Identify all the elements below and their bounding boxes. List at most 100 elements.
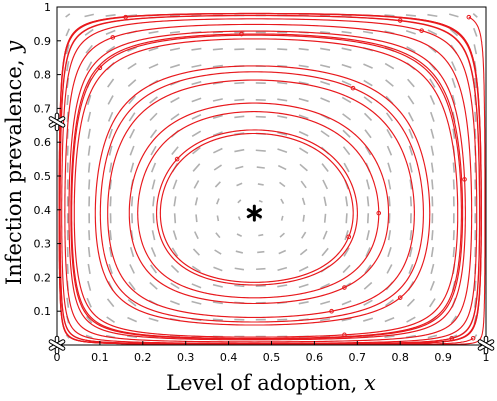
vector-field-arrow bbox=[87, 280, 92, 291]
vector-field-arrow bbox=[109, 179, 112, 190]
vector-field-arrow bbox=[149, 264, 158, 274]
vector-field-arrow bbox=[323, 196, 327, 207]
vector-field-arrow bbox=[258, 199, 263, 203]
vector-field-arrow bbox=[193, 231, 199, 240]
vector-field-arrow bbox=[385, 79, 394, 87]
vector-field-arrow bbox=[473, 334, 478, 339]
vector-field-arrow bbox=[302, 214, 305, 222]
vector-field-arrow bbox=[384, 335, 395, 338]
vector-field-arrow bbox=[387, 179, 392, 190]
vector-field-arrow bbox=[212, 81, 223, 85]
vector-field-arrow bbox=[385, 112, 394, 122]
vector-field-arrow bbox=[148, 47, 159, 52]
vector-field-arrow bbox=[86, 297, 92, 308]
vector-field-arrow bbox=[363, 79, 373, 87]
vector-field-arrow bbox=[451, 94, 456, 105]
vector-field-arrow bbox=[172, 179, 178, 190]
vector-field-arrow bbox=[170, 96, 180, 104]
vector-field-arrow bbox=[234, 115, 245, 119]
vector-field-arrow bbox=[342, 113, 352, 121]
vector-field-arrow bbox=[148, 30, 159, 34]
vector-field-arrow bbox=[234, 267, 245, 271]
vector-field-arrow bbox=[321, 247, 329, 257]
vector-field-arrow bbox=[256, 166, 265, 169]
vector-field-arrow bbox=[234, 98, 245, 102]
x-tick-label: 0.5 bbox=[263, 351, 281, 364]
trajectory-start-point bbox=[419, 28, 424, 33]
vector-field-arrow bbox=[388, 196, 391, 207]
vector-field-arrow bbox=[452, 179, 455, 190]
vector-field-arrow bbox=[87, 263, 91, 275]
vector-field-arrow bbox=[277, 98, 288, 102]
vector-field-arrow bbox=[451, 78, 457, 89]
vector-field-arrow bbox=[320, 47, 331, 51]
vector-field-arrow bbox=[320, 282, 330, 289]
vector-field-arrow bbox=[129, 264, 135, 274]
vector-field-arrow bbox=[191, 64, 202, 68]
vector-field-arrow bbox=[322, 230, 328, 240]
vector-field-arrow bbox=[299, 163, 308, 172]
vector-field-arrow bbox=[427, 29, 438, 36]
vector-field-arrow bbox=[405, 30, 416, 35]
vector-field-arrow bbox=[88, 179, 91, 190]
vector-field-arrow bbox=[236, 182, 243, 187]
vector-field-arrow bbox=[362, 30, 374, 34]
vector-field-arrow bbox=[452, 246, 456, 258]
trajectory-start-point bbox=[466, 14, 472, 20]
vector-field-arrow bbox=[109, 230, 112, 241]
vector-field-arrow bbox=[212, 114, 223, 119]
y-axis-title: Infection prevalence, y bbox=[2, 40, 26, 285]
trajectory-line bbox=[99, 71, 424, 323]
vector-field-arrow bbox=[474, 280, 477, 291]
vector-field-arrow bbox=[149, 281, 158, 290]
vector-field-arrow bbox=[255, 149, 266, 152]
vector-field-arrow bbox=[214, 181, 221, 188]
vector-field-arrow bbox=[237, 216, 241, 221]
vector-field-arrow bbox=[341, 96, 352, 104]
vector-field-arrow bbox=[277, 266, 288, 272]
vector-field-arrow bbox=[409, 162, 413, 173]
trajectory-start-point bbox=[462, 177, 467, 182]
vector-field-arrow bbox=[215, 232, 221, 239]
unstable-equilibrium-marker bbox=[48, 112, 66, 132]
vector-field-arrow bbox=[298, 114, 309, 120]
vector-field-arrow bbox=[87, 111, 92, 122]
vector-field-arrow bbox=[299, 248, 308, 256]
vector-field-arrow bbox=[298, 283, 309, 289]
vector-field-arrow bbox=[430, 162, 434, 173]
vector-field-arrow bbox=[87, 246, 91, 258]
vector-field-arrow bbox=[128, 281, 136, 291]
vector-field-arrow bbox=[409, 196, 413, 207]
vector-field-arrow bbox=[170, 264, 180, 274]
vector-field-arrow bbox=[85, 315, 93, 324]
vector-field-arrow bbox=[106, 316, 116, 323]
vector-field-arrow bbox=[235, 165, 244, 170]
vector-field-arrow bbox=[257, 183, 264, 186]
y-tick-label: 0.8 bbox=[34, 69, 52, 82]
vector-field-arrow bbox=[216, 215, 220, 222]
vector-field-arrow bbox=[344, 230, 349, 241]
vector-field-arrow bbox=[107, 111, 114, 122]
vector-field-arrow bbox=[128, 112, 136, 122]
trajectory-line bbox=[137, 111, 380, 299]
trajectory-start-point bbox=[470, 335, 476, 341]
vector-field-arrow bbox=[234, 284, 245, 288]
trajectory-start-point bbox=[346, 234, 352, 240]
x-tick-label: 0 bbox=[54, 351, 61, 364]
vector-field-arrow bbox=[212, 98, 223, 102]
vector-field-arrow bbox=[450, 315, 458, 324]
vector-field-arrow bbox=[87, 128, 91, 139]
vector-field-arrow bbox=[129, 162, 135, 173]
vector-field-arrow bbox=[66, 297, 70, 308]
x-tick-label: 0.9 bbox=[434, 351, 452, 364]
vector-field-arrow bbox=[363, 299, 373, 306]
vector-field-arrow bbox=[65, 28, 71, 37]
vector-field-arrow bbox=[451, 61, 457, 72]
x-tick-label: 1 bbox=[483, 351, 490, 364]
vector-field-arrow bbox=[106, 45, 116, 53]
vector-field-arrow bbox=[108, 263, 113, 274]
vector-field-arrow bbox=[86, 94, 92, 105]
vector-field-arrow bbox=[127, 316, 137, 323]
vector-field-arrow bbox=[320, 130, 330, 138]
vector-field-arrow bbox=[130, 230, 134, 241]
